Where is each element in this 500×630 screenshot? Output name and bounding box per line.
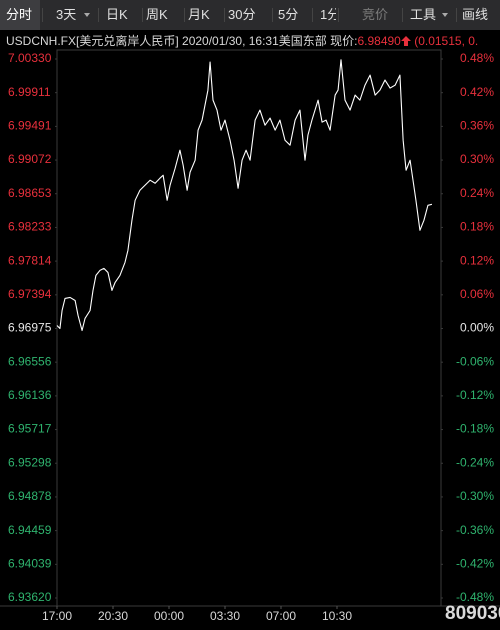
tab-label[interactable]: 日K — [106, 7, 128, 22]
y2-tick-label: -0.36% — [456, 523, 494, 537]
y2-tick-label: 0.24% — [460, 186, 494, 200]
y2-tick-label: -0.48% — [456, 590, 494, 604]
y2-tick-label: 0.00% — [460, 321, 494, 335]
tab-label[interactable]: 3天 — [56, 7, 77, 22]
y-tick-label: 6.94459 — [8, 523, 52, 537]
tab-separator — [142, 8, 143, 22]
toolbar-tab[interactable]: 1分 — [314, 0, 336, 30]
y-tick-label: 6.99072 — [8, 152, 52, 166]
toolbar: 分时 3天 日K 周K 月K 30分 5分 1分 竞价 工具 画线 — [0, 0, 500, 30]
toolbar-tab[interactable]: 工具 — [404, 0, 454, 30]
y2-tick-label: 0.48% — [460, 51, 494, 65]
tab-label[interactable]: 5分 — [278, 7, 299, 22]
y-tick-label: 6.97394 — [8, 287, 52, 301]
tab-separator — [98, 8, 99, 22]
watermark: 809030.com — [445, 603, 500, 624]
y2-tick-label: 0.12% — [460, 253, 494, 267]
toolbar-tab[interactable]: 周K — [140, 0, 182, 30]
toolbar-tab[interactable]: 30分 — [222, 0, 270, 30]
y-tick-label: 6.97814 — [8, 253, 52, 267]
toolbar-tab[interactable]: 3天 — [50, 0, 96, 30]
tab-separator — [224, 8, 225, 22]
y-tick-label: 6.99911 — [8, 85, 51, 99]
y-tick-label: 6.95717 — [8, 422, 52, 436]
symbol: USDCNH.FX[美元兑离岸人民币] — [6, 34, 179, 48]
tab-separator — [184, 8, 185, 22]
tab-label[interactable]: 工具 — [410, 7, 437, 22]
tab-separator — [338, 8, 339, 22]
y2-tick-label: 0.36% — [460, 119, 494, 133]
y-tick-label: 6.94878 — [8, 489, 52, 503]
y-tick-label: 6.96556 — [8, 354, 52, 368]
x-tick-label: 07:00 — [266, 609, 296, 623]
tab-label[interactable]: 竞价 — [362, 7, 389, 22]
tab-separator — [272, 8, 273, 22]
y2-tick-label: 0.42% — [460, 85, 494, 99]
x-tick-label: 00:00 — [154, 609, 184, 623]
y-tick-label: 6.98653 — [8, 186, 52, 200]
toolbar-tab[interactable]: 月K — [182, 0, 222, 30]
y2-tick-label: -0.06% — [456, 354, 494, 368]
y2-tick-label: -0.30% — [456, 489, 494, 503]
tab-label[interactable]: 分时 — [6, 7, 33, 22]
y-tick-label: 6.93620 — [8, 590, 52, 604]
x-tick-label: 10:30 — [322, 609, 352, 623]
y2-tick-label: -0.24% — [456, 455, 494, 469]
y2-tick-label: 0.30% — [460, 152, 494, 166]
y-tick-label: 6.95298 — [8, 455, 52, 469]
toolbar-tab[interactable]: 竞价 — [356, 0, 400, 30]
tab-separator — [42, 8, 43, 22]
tab-label[interactable]: 周K — [146, 7, 168, 22]
price-label: 现价: — [330, 34, 358, 48]
dropdown-caret[interactable] — [442, 13, 448, 17]
y2-tick-label: 0.06% — [460, 287, 494, 301]
plot-frame — [56, 49, 442, 607]
toolbar-tab[interactable]: 画线 — [456, 0, 500, 30]
y-tick-label: 7.00330 — [8, 51, 52, 65]
y-tick-label: 6.98233 — [8, 220, 52, 234]
y2-tick-label: 0.18% — [460, 220, 494, 234]
price-change: (0.01515, 0. — [414, 34, 479, 48]
y2-tick-label: -0.18% — [456, 422, 494, 436]
tab-separator — [456, 8, 457, 22]
y2-tick-label: -0.42% — [456, 556, 494, 570]
y2-tick-label: -0.12% — [456, 388, 494, 402]
toolbar-tab[interactable]: 日K — [100, 0, 140, 30]
y-tick-label: 6.96136 — [8, 388, 52, 402]
tab-label[interactable]: 1分 — [320, 7, 336, 22]
y-tick-label: 6.94039 — [8, 557, 52, 571]
x-tick-label: 03:30 — [210, 609, 240, 623]
up-arrow — [400, 36, 411, 46]
price: 6.98490 — [357, 34, 401, 48]
y-tick-label: 6.96975 — [8, 321, 52, 335]
price-line — [56, 59, 433, 332]
tab-label[interactable]: 月K — [188, 7, 210, 22]
x-tick-label: 20:30 — [98, 609, 128, 623]
toolbar-tab[interactable]: 分时 — [0, 0, 40, 30]
quote-time: 2020/01/30, 16:31美国东部 — [182, 34, 327, 48]
x-tick-label: 17:00 — [42, 609, 72, 623]
tab-separator — [312, 8, 313, 22]
tab-label[interactable]: 画线 — [462, 7, 489, 22]
toolbar-tab[interactable]: 5分 — [272, 0, 310, 30]
quote-bar: USDCNH.FX[美元兑离岸人民币] 2020/01/30, 16:31美国东… — [6, 32, 500, 50]
tab-label[interactable]: 30分 — [228, 7, 256, 22]
dropdown-caret[interactable] — [84, 13, 90, 17]
y-tick-label: 6.99491 — [8, 119, 52, 133]
tab-separator — [402, 8, 403, 22]
